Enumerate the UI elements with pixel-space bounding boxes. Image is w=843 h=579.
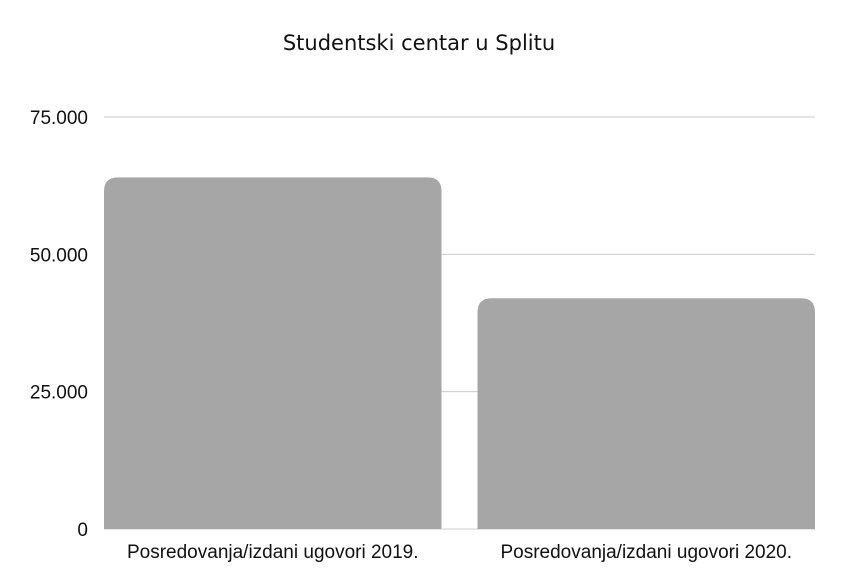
x-axis-labels: Posredovanja/izdani ugovori 2019. Posredo… <box>127 542 792 563</box>
y-tick-label-3: 75.000 <box>30 108 88 129</box>
y-tick-label-2: 50.000 <box>30 245 88 266</box>
bars <box>104 177 815 529</box>
x-category-label-1: Posredovanja/izdani ugovori 2020. <box>500 542 792 563</box>
y-tick-label-0: 0 <box>77 520 88 541</box>
bar-0 <box>104 177 442 529</box>
y-axis-ticks: 0 25.000 50.000 75.000 <box>30 108 88 541</box>
y-tick-label-1: 25.000 <box>30 383 88 404</box>
chart-title: Studentski centar u Splitu <box>283 31 555 55</box>
bar-1 <box>477 298 815 529</box>
x-category-label-0: Posredovanja/izdani ugovori 2019. <box>127 542 419 563</box>
